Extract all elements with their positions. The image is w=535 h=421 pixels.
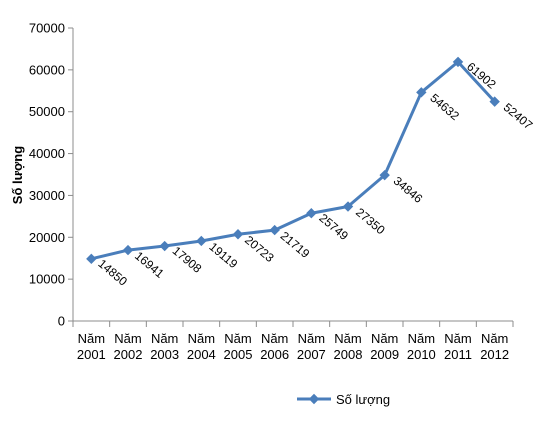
legend: Số lượng (297, 392, 390, 407)
x-tick-label: Năm 2005 (224, 331, 253, 362)
x-tick-label: Năm 2010 (407, 331, 436, 362)
legend-label: Số lượng (336, 392, 390, 407)
data-label: 34846 (391, 174, 426, 206)
y-axis-title: Số lượng (10, 146, 25, 204)
data-label: 19119 (206, 240, 240, 272)
data-label: 14850 (95, 256, 130, 288)
data-point-marker (232, 229, 244, 240)
legend-marker-icon (308, 393, 320, 405)
y-tick-label: 50000 (29, 104, 65, 119)
x-tick-label: Năm 2009 (370, 331, 399, 362)
plot-area: 0 10000 20000 30000 40000 50000 60000 70000 Năm 2… (29, 21, 535, 363)
data-label: 52407 (501, 100, 535, 132)
y-tick-label: 40000 (29, 146, 65, 161)
x-tick-label: Năm 2001 (77, 331, 106, 362)
data-label: 27350 (353, 205, 388, 237)
data-label: 25749 (316, 211, 351, 243)
data-point-marker (122, 244, 134, 256)
data-point-marker (379, 169, 390, 181)
data-point-marker (452, 56, 464, 68)
x-tick-label: Năm 2008 (334, 331, 363, 362)
data-point-marker (196, 235, 207, 247)
data-label: 16941 (132, 249, 167, 281)
data-point-marker (86, 253, 97, 265)
data-label: 21719 (278, 229, 313, 261)
data-point-marker (159, 240, 170, 252)
y-tick-label: 60000 (29, 62, 65, 77)
x-tick-label: Năm 2003 (150, 331, 179, 362)
series-line-so-luong (89, 60, 497, 261)
data-label: 17908 (170, 244, 205, 276)
y-tick-label: 10000 (29, 272, 65, 287)
y-tick-label: 0 (58, 314, 65, 329)
x-tick-label: Năm 2002 (114, 331, 143, 362)
data-point-marker (269, 224, 280, 236)
y-tick-label: 20000 (29, 230, 65, 245)
y-tick-label: 70000 (29, 21, 65, 36)
data-point-marker (306, 208, 317, 219)
data-point-marker (342, 201, 354, 212)
x-tick-label: Năm 2011 (444, 331, 472, 362)
data-point-marker (416, 87, 427, 98)
x-tick-label: Năm 2007 (297, 331, 326, 362)
data-label: 54632 (427, 91, 462, 123)
x-tick-label: Năm 2004 (187, 331, 216, 362)
x-tick-label: Năm 2012 (480, 331, 509, 362)
data-label: 20723 (242, 233, 277, 265)
y-tick-label: 30000 (29, 188, 65, 203)
x-tick-label: Năm 2006 (260, 331, 289, 362)
data-point-marker (489, 96, 500, 107)
